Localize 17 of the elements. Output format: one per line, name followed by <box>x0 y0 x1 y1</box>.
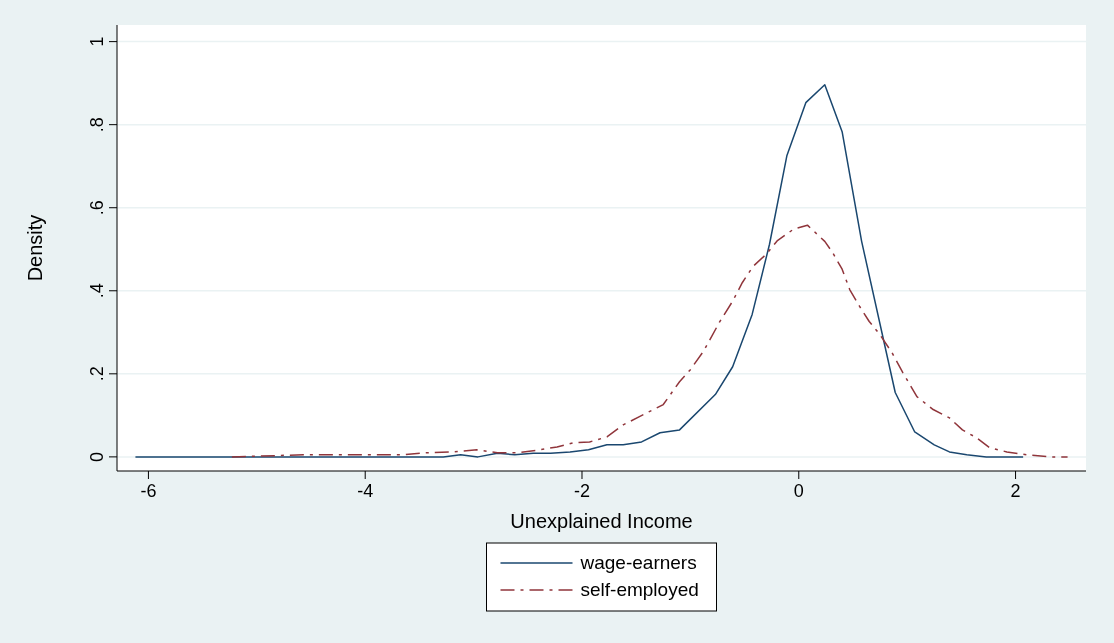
x-axis-title: Unexplained Income <box>510 510 693 532</box>
y-tick-label: .4 <box>87 283 107 299</box>
x-tick-label: -4 <box>357 481 374 501</box>
x-tick-label: -6 <box>140 481 157 501</box>
y-tick-label: 0 <box>87 451 107 462</box>
legend-label: wage-earners <box>579 552 697 573</box>
x-tick-label: 2 <box>1010 481 1021 501</box>
y-tick-label: .8 <box>87 117 107 133</box>
x-tick-label: 0 <box>793 481 804 501</box>
legend-label: self-employed <box>580 579 699 600</box>
y-tick-label: 1 <box>87 36 107 47</box>
y-tick-label: .6 <box>87 200 107 216</box>
y-tick-label: .2 <box>87 366 107 382</box>
line-series <box>231 224 1069 458</box>
line-series <box>134 84 1024 458</box>
y-axis-title: Density <box>24 214 46 282</box>
x-tick-label: -2 <box>573 481 590 501</box>
